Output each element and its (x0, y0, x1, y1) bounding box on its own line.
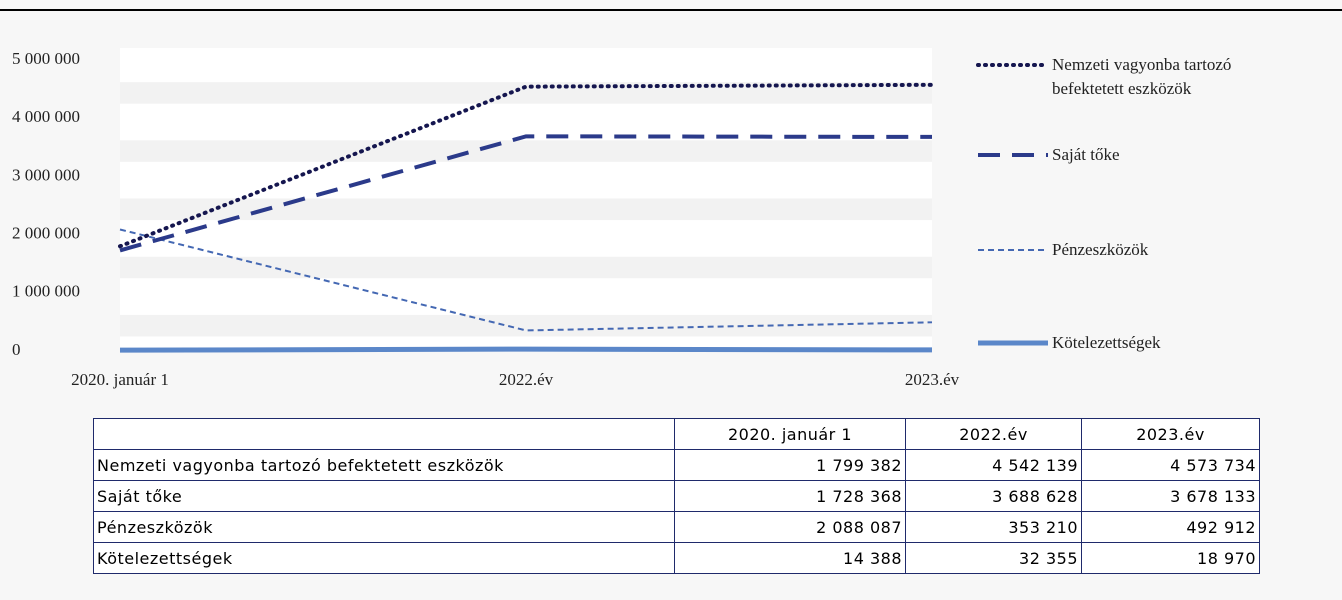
series-line (119, 346, 933, 353)
grid-band (120, 198, 932, 221)
table-cell: 492 912 (1081, 511, 1260, 543)
grid-band (120, 140, 932, 162)
grid-band (120, 256, 932, 279)
table-row: Kötelezettségek 14 388 32 355 18 970 (93, 542, 1260, 574)
table-row: Pénzeszközök 2 088 087 353 210 492 912 (93, 511, 1260, 543)
table-header-row: 2020. január 1 2022.év 2023.év (93, 418, 1260, 450)
series-line (119, 134, 933, 253)
table-row: Saját tőke 1 728 368 3 688 628 3 678 133 (93, 480, 1260, 512)
legend-label: Nemzeti vagyonba tartozó befektetett esz… (1052, 55, 1232, 98)
table-cell: 2 088 087 (674, 511, 906, 543)
legend-label: Saját tőke (1052, 145, 1120, 164)
table-cell: 32 355 (905, 542, 1082, 574)
x-tick-label: 2020. január 1 (71, 370, 169, 389)
x-tick-label: 2023.év (905, 370, 960, 389)
table-cell: 1 799 382 (674, 449, 906, 481)
y-tick-label: 5 000 000 (12, 49, 80, 68)
legend-label: Kötelezettségek (1052, 333, 1161, 352)
table-cell: 4 573 734 (1081, 449, 1260, 481)
table-row: Nemzeti vagyonba tartozó befektetett esz… (93, 449, 1260, 481)
table-cell: 18 970 (1081, 542, 1260, 574)
data-table: 2020. január 1 2022.év 2023.év Nemzeti vagy… (93, 418, 1260, 574)
chart: 0 1 000 000 2 000 000 3 000 000 4 000 000 5 0… (12, 48, 1050, 389)
y-tick-label: 3 000 000 (12, 165, 80, 184)
legend-label: Pénzeszközök (1052, 240, 1149, 259)
table-column-header: 2020. január 1 (674, 418, 906, 450)
table-cell: 1 728 368 (674, 480, 906, 512)
table-row-label: Nemzeti vagyonba tartozó befektetett esz… (93, 449, 675, 481)
y-tick-label: 4 000 000 (12, 107, 80, 126)
y-tick-label: 0 (12, 340, 21, 359)
table-cell: 353 210 (905, 511, 1082, 543)
table-column-header: 2023.év (1081, 418, 1260, 450)
table-cell: 3 678 133 (1081, 480, 1260, 512)
y-tick-label: 1 000 000 (12, 282, 80, 301)
table-cell: 14 388 (674, 542, 906, 574)
table-cell: 4 542 139 (905, 449, 1082, 481)
table-column-header: 2022.év (905, 418, 1082, 450)
grid-band (120, 314, 932, 337)
table-cell: 3 688 628 (905, 480, 1082, 512)
y-tick-label: 2 000 000 (12, 224, 80, 243)
top-rule (0, 9, 1342, 11)
table-row-label: Saját tőke (93, 480, 675, 512)
grid-band (120, 82, 932, 104)
x-tick-label: 2022.év (499, 370, 554, 389)
table-corner (93, 418, 675, 450)
series-line (118, 82, 934, 249)
table-row-label: Kötelezettségek (93, 542, 675, 574)
table-row-label: Pénzeszközök (93, 511, 675, 543)
